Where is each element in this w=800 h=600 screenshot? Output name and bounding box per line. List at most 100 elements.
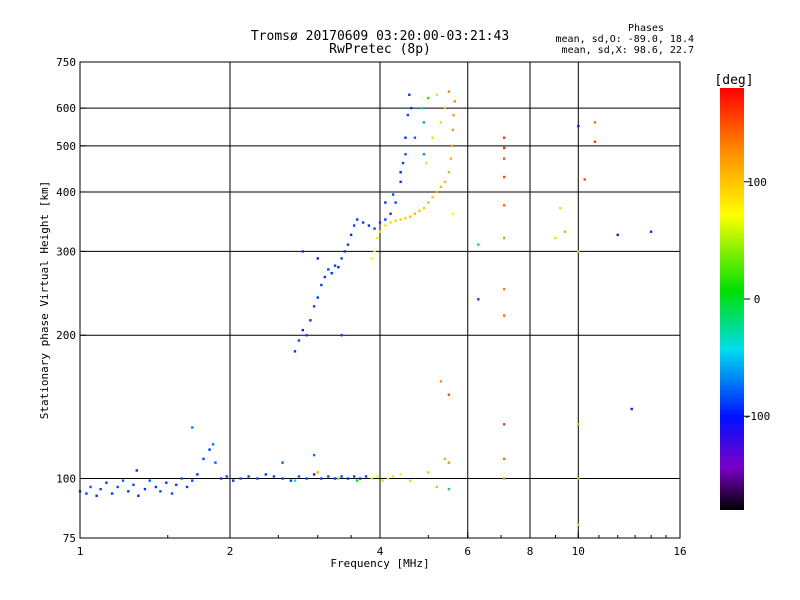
data-point [401, 161, 405, 165]
data-point [301, 250, 305, 253]
data-point [316, 471, 319, 474]
data-point [386, 477, 390, 480]
data-point [343, 250, 347, 253]
data-point [135, 469, 138, 472]
data-point [281, 477, 284, 480]
data-point [312, 305, 316, 308]
data-point [191, 426, 194, 429]
data-point [281, 461, 284, 464]
data-point [305, 477, 308, 480]
data-point [159, 490, 162, 493]
data-point [409, 106, 413, 110]
data-point [333, 477, 337, 480]
data-point [349, 233, 353, 237]
data-point [449, 157, 453, 160]
data-point [232, 479, 235, 482]
data-point [422, 153, 426, 156]
data-point [559, 206, 562, 210]
data-point [424, 161, 428, 165]
data-point [312, 473, 316, 476]
data-point [502, 136, 506, 139]
chart-subtitle: RwPretec (8p) [329, 42, 431, 57]
data-point [323, 275, 327, 279]
data-point [427, 96, 430, 100]
data-point [404, 153, 407, 156]
data-point [439, 121, 443, 124]
data-point [121, 479, 125, 482]
data-point [616, 233, 619, 237]
data-point [563, 230, 567, 233]
data-point [320, 477, 323, 480]
data-point [367, 224, 371, 227]
data-point [593, 140, 597, 143]
phase-info-x: mean, sd,X: 98.6, 22.7 [562, 45, 694, 56]
data-point [143, 487, 147, 491]
colorbar-ticks: -100 0 100 [744, 176, 771, 423]
data-point [116, 485, 119, 489]
data-point [435, 190, 438, 194]
data-point [554, 236, 557, 240]
data-point [577, 477, 580, 480]
data-point [384, 224, 387, 227]
data-point [502, 236, 506, 240]
data-point [154, 485, 158, 489]
series-0 [78, 426, 368, 497]
y-tick-label: 300 [56, 245, 76, 258]
data-point [333, 264, 337, 267]
data-point [502, 146, 506, 150]
data-point [399, 180, 402, 184]
data-point [137, 494, 140, 497]
y-tick-label: 500 [56, 140, 76, 153]
data-point [330, 272, 333, 275]
y-axis-label: Stationary phase Virtual Height [km] [38, 181, 51, 419]
data-point [148, 479, 151, 482]
data-point [452, 113, 455, 117]
data-point [404, 217, 407, 220]
data-point [202, 457, 205, 461]
data-point [358, 477, 362, 480]
data-point [431, 195, 434, 199]
data-point [399, 218, 402, 221]
data-point [630, 407, 633, 411]
data-point [439, 380, 443, 383]
x-axis-label: Frequency [MHz] [330, 557, 429, 570]
data-point [427, 471, 430, 474]
data-point [384, 201, 387, 204]
data-point [337, 477, 340, 480]
data-point [305, 334, 308, 337]
data-point [105, 481, 108, 484]
data-point [370, 257, 373, 260]
data-point [320, 283, 323, 287]
data-point [384, 218, 387, 221]
data-point [502, 314, 506, 317]
data-point [389, 221, 392, 224]
colorbar-tick-label: -100 [744, 410, 771, 423]
colorbar-tick-label: 0 [754, 293, 761, 306]
data-point [577, 124, 580, 128]
y-tick-label: 750 [56, 56, 76, 69]
plot-points [78, 90, 653, 526]
data-point [593, 121, 597, 124]
data-point [378, 230, 382, 233]
data-point [355, 479, 359, 482]
data-point [394, 219, 397, 222]
data-point [247, 475, 250, 478]
data-point [447, 171, 451, 174]
data-point [413, 212, 417, 215]
x-tick-label: 1 [77, 545, 84, 558]
series-2 [293, 93, 653, 411]
data-point [293, 350, 297, 353]
data-point [502, 204, 506, 207]
phase-info-heading: Phases [628, 23, 664, 34]
data-point [289, 479, 293, 482]
series-1 [293, 380, 580, 526]
data-point [577, 250, 580, 253]
data-point [404, 136, 407, 139]
data-point [422, 206, 426, 210]
y-axis: 75 100 200 300 400 500 600 750 [56, 56, 86, 545]
data-point [346, 243, 350, 246]
data-point [272, 475, 276, 478]
x-tick-label: 2 [227, 545, 234, 558]
data-point [447, 393, 451, 396]
